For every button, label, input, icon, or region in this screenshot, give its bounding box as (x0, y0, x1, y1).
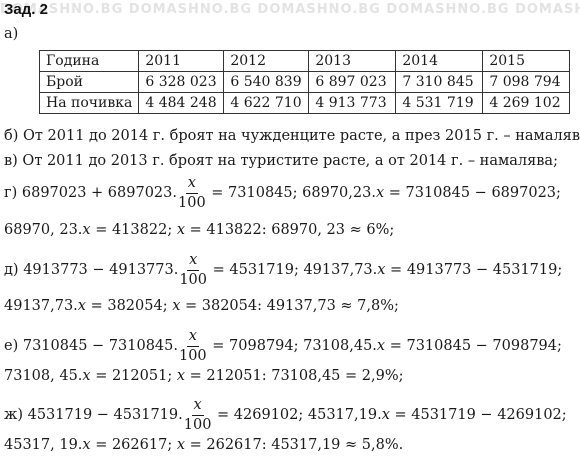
expr-text: = 262617: 45317,19 ≈ 5,8%. (185, 437, 404, 453)
solution-g-line-1: г) 6897023 + 6897023. x 100 = 7310845; 689… (4, 176, 561, 210)
expr-text: = 4913773 − 4531719; (385, 262, 563, 278)
table-cell: 4 269 102 (482, 92, 571, 114)
variable-x: x (172, 298, 181, 314)
expr-text: = 382054: 49137,73 ≈ 7,8%; (180, 298, 399, 314)
table-row: На почивка 4 484 248 4 622 710 4 913 773… (38, 92, 571, 114)
solution-e-line-2: 73108, 45.x = 212051; x = 212051: 73108,… (4, 368, 404, 384)
table-cell: 6 897 023 (308, 71, 397, 93)
table-cell: 4 913 773 (308, 92, 397, 114)
expr-text: г) 6897023 + 6897023. (4, 185, 177, 201)
variable-x: x (82, 437, 91, 453)
part-b-text: б) От 2011 до 2014 г. броят на чужденцит… (4, 128, 580, 144)
problem-title: Зад. 2 (4, 1, 48, 18)
table-cell: 4 484 248 (138, 92, 225, 114)
expr-text: 73108, 45. (4, 368, 83, 384)
fraction-x-over-100: x 100 (178, 176, 206, 210)
solution-zh-line-2: 45317, 19.x = 262617; x = 262617: 45317,… (4, 437, 403, 453)
expr-text: = 7310845 − 6897023; (384, 185, 561, 201)
part-a-label: а) (4, 26, 19, 42)
expr-text: = 7098794; 73108,45. (207, 338, 377, 354)
table-cell: 7 098 794 (482, 71, 571, 93)
table-cell: 6 540 839 (223, 71, 310, 93)
part-v-text: в) От 2011 до 2013 г. броят на туристите… (4, 153, 558, 169)
expr-text: 45317, 19. (4, 437, 83, 453)
watermark: DOMASHNO.BG DOMASHNO.BG DOMASHNO.BG DOMA… (0, 2, 580, 17)
expr-text: = 382054; (85, 298, 173, 314)
solution-g-line-2: 68970, 23.x = 413822; x = 413822: 68970,… (4, 222, 394, 238)
table-cell: 6 328 023 (138, 71, 225, 93)
table-row: Брой 6 328 023 6 540 839 6 897 023 7 310… (38, 71, 571, 93)
variable-x: x (77, 298, 86, 314)
solution-d-line-2: 49137,73.x = 382054; x = 382054: 49137,7… (4, 298, 399, 314)
variable-x: x (381, 407, 390, 423)
variable-x: x (377, 262, 386, 278)
fraction-denominator: 100 (183, 416, 212, 433)
variable-x: x (82, 368, 91, 384)
table-cell: 7 310 845 (395, 71, 484, 93)
fraction-denominator: 100 (178, 347, 207, 364)
table-header-cell: 2015 (482, 50, 571, 72)
expr-text: = 4531719 − 4269102; (389, 407, 567, 423)
variable-x: x (82, 222, 91, 238)
table-header-cell: 2013 (308, 50, 397, 72)
expr-text: 68970, 23. (4, 222, 83, 238)
expr-text: = 7310845 − 7098794; (385, 338, 562, 354)
table-cell: 4 531 719 (395, 92, 484, 114)
fraction-numerator: x (187, 253, 200, 271)
table-cell: Брой (38, 71, 140, 93)
fraction-denominator: 100 (179, 271, 208, 288)
table-cell: 4 622 710 (223, 92, 310, 114)
expr-text: = 212051; (90, 368, 177, 384)
expr-text: = 4531719; 49137,73. (208, 262, 378, 278)
expr-text: ж) 4531719 − 4531719. (4, 407, 183, 423)
expr-text: = 7310845; 68970,23. (206, 185, 376, 201)
expr-text: д) 4913773 − 4913773. (4, 262, 179, 278)
table-header-cell: 2012 (223, 50, 310, 72)
data-table: Година 2011 2012 2013 2014 2015 Брой 6 3… (38, 50, 571, 114)
solution-e-line-1: е) 7310845 − 7310845. x 100 = 7098794; 731… (4, 329, 562, 363)
expr-text: е) 7310845 − 7310845. (4, 338, 178, 354)
fraction-numerator: x (191, 398, 204, 416)
solution-zh-line-1: ж) 4531719 − 4531719. x 100 = 4269102; 453… (4, 398, 567, 432)
expr-text: = 413822: 68970, 23 ≈ 6%; (185, 222, 395, 238)
table-header-cell: 2014 (395, 50, 484, 72)
fraction-x-over-100: x 100 (179, 253, 207, 287)
solution-d-line-1: д) 4913773 − 4913773. x 100 = 4531719; 491… (4, 253, 562, 287)
variable-x: x (176, 222, 185, 238)
variable-x: x (176, 437, 185, 453)
expr-text: = 212051: 73108,45 = 2,9%; (185, 368, 404, 384)
variable-x: x (176, 368, 185, 384)
fraction-denominator: 100 (178, 194, 206, 211)
table-header-row: Година 2011 2012 2013 2014 2015 (38, 50, 571, 72)
expr-text: = 262617; (90, 437, 177, 453)
expr-text: = 413822; (90, 222, 177, 238)
table-header-cell: Година (38, 50, 140, 72)
table-cell: На почивка (38, 92, 140, 114)
expr-text: 49137,73. (4, 298, 78, 314)
table-header-cell: 2011 (138, 50, 225, 72)
expr-text: = 4269102; 45317,19. (212, 407, 382, 423)
fraction-numerator: x (186, 329, 199, 347)
fraction-x-over-100: x 100 (184, 398, 212, 432)
variable-x: x (376, 338, 386, 354)
fraction-x-over-100: x 100 (179, 329, 207, 363)
variable-x: x (375, 185, 385, 201)
fraction-numerator: x (185, 176, 198, 194)
